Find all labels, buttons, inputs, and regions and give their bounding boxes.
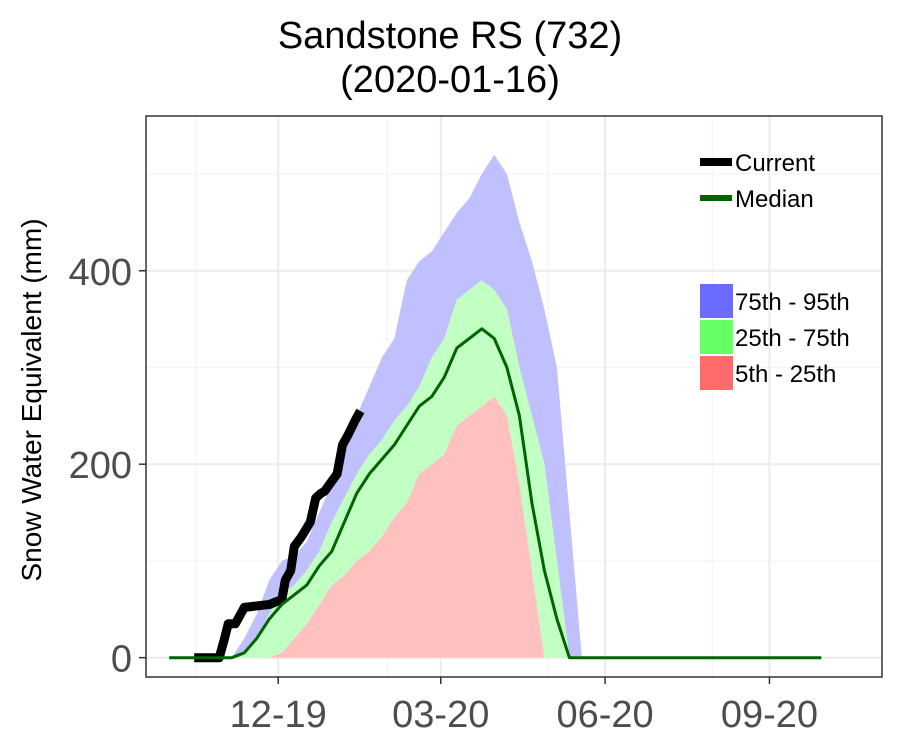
legend-label-band-1: 25th - 75th xyxy=(735,325,850,352)
band-5th-25th xyxy=(203,396,657,658)
legend-key-band-0 xyxy=(700,284,733,318)
series-line-median xyxy=(169,327,822,660)
x-tick-label: 12-19 xyxy=(230,694,327,736)
series-line-current xyxy=(194,408,365,663)
y-tick-label: 0 xyxy=(111,639,132,681)
x-tick-label: 06-20 xyxy=(557,694,654,736)
y-tick-label: 200 xyxy=(69,445,132,487)
band-75th-95th xyxy=(203,154,657,658)
legend-label-current: Current xyxy=(735,150,815,177)
legend-key-band-2 xyxy=(700,356,733,390)
legend-label-median: Median xyxy=(735,186,814,213)
y-tick-label: 400 xyxy=(69,252,132,294)
x-tick-label: 03-20 xyxy=(392,694,489,736)
legend-key-band-1 xyxy=(700,320,733,354)
legend-label-band-0: 75th - 95th xyxy=(735,289,850,316)
plot-border xyxy=(145,115,883,678)
chart-title: Sandstone RS (732) xyxy=(277,15,623,57)
legend-label-band-2: 5th - 25th xyxy=(735,361,836,388)
x-tick-label: 09-20 xyxy=(721,694,818,736)
chart-subtitle: (2020-01-16) xyxy=(340,59,560,101)
